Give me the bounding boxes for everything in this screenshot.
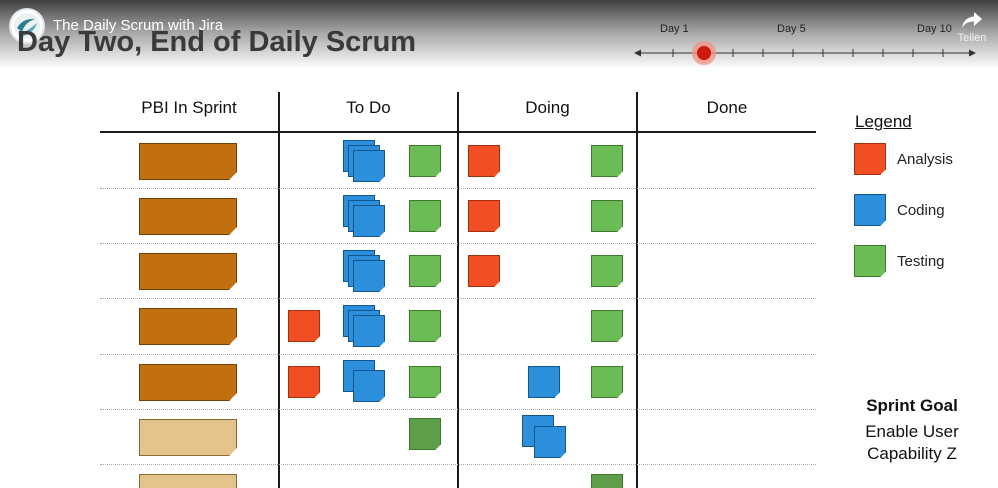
channel-logo-icon[interactable] [9, 8, 45, 44]
testing-task-note[interactable] [591, 145, 623, 177]
testing-task-note[interactable] [409, 366, 441, 398]
coding-task-note[interactable] [353, 150, 385, 182]
analysis-task-note[interactable] [468, 145, 500, 177]
share-label: Teilen [957, 32, 987, 44]
video-top-overlay [0, 0, 998, 92]
sprint-goal-line-2: Capability Z [867, 444, 957, 463]
column-divider [636, 92, 638, 488]
row-divider [100, 243, 816, 244]
testing-task-note[interactable] [591, 255, 623, 287]
timeline-label-day-5: Day 5 [777, 23, 806, 35]
row-divider [100, 298, 816, 299]
analysis-task-note[interactable] [288, 310, 320, 342]
video-title[interactable]: The Daily Scrum with Jira [53, 17, 224, 34]
timeline-label-day-10: Day 10 [917, 23, 952, 35]
coding-task-note[interactable] [353, 205, 385, 237]
row-divider [100, 464, 816, 465]
legend-analysis-label: Analysis [897, 151, 953, 168]
testing-task-note[interactable] [409, 200, 441, 232]
coding-task-note[interactable] [353, 260, 385, 292]
testing-task-note[interactable] [591, 200, 623, 232]
pbi-card[interactable] [139, 253, 237, 290]
legend-coding-label: Coding [897, 202, 945, 219]
header-divider [100, 131, 816, 133]
legend-testing-swatch [854, 245, 886, 277]
analysis-task-note[interactable] [288, 366, 320, 398]
slide-title: Day Two, End of Daily Scrum [17, 26, 417, 58]
analysis-task-note[interactable] [468, 200, 500, 232]
pbi-card[interactable] [139, 419, 237, 456]
pbi-card[interactable] [139, 198, 237, 235]
column-divider [278, 92, 280, 488]
column-header-done: Done [706, 98, 748, 117]
sprint-goal-title: Sprint Goal [866, 396, 958, 415]
pbi-card[interactable] [139, 474, 237, 488]
testing-task-note[interactable] [409, 418, 441, 450]
legend-testing-label: Testing [897, 253, 945, 270]
sprint-goal-line-1: Enable User [865, 422, 959, 441]
column-header-to-do: To Do [346, 98, 391, 117]
testing-task-note[interactable] [591, 310, 623, 342]
pbi-card[interactable] [139, 308, 237, 345]
timeline-label-day-1: Day 1 [660, 23, 689, 35]
testing-task-note[interactable] [591, 474, 623, 488]
timeline [634, 41, 976, 65]
coding-task-note[interactable] [528, 366, 560, 398]
column-header-pbi-in-sprint: PBI In Sprint [141, 98, 237, 117]
coding-task-note[interactable] [353, 370, 385, 402]
row-divider [100, 188, 816, 189]
testing-task-note[interactable] [409, 255, 441, 287]
analysis-task-note[interactable] [468, 255, 500, 287]
testing-task-note[interactable] [409, 145, 441, 177]
pbi-card[interactable] [139, 143, 237, 180]
row-divider [100, 409, 816, 410]
coding-task-note[interactable] [534, 426, 566, 458]
share-icon [962, 12, 982, 28]
coding-task-note[interactable] [353, 315, 385, 347]
column-divider [457, 92, 459, 488]
legend-title: Legend [855, 112, 912, 131]
column-header-doing: Doing [525, 98, 570, 117]
share-button[interactable]: Teilen [950, 8, 994, 52]
pbi-card[interactable] [139, 364, 237, 401]
testing-task-note[interactable] [591, 366, 623, 398]
legend-analysis-swatch [854, 143, 886, 175]
legend-coding-swatch [854, 194, 886, 226]
testing-task-note[interactable] [409, 310, 441, 342]
row-divider [100, 354, 816, 355]
